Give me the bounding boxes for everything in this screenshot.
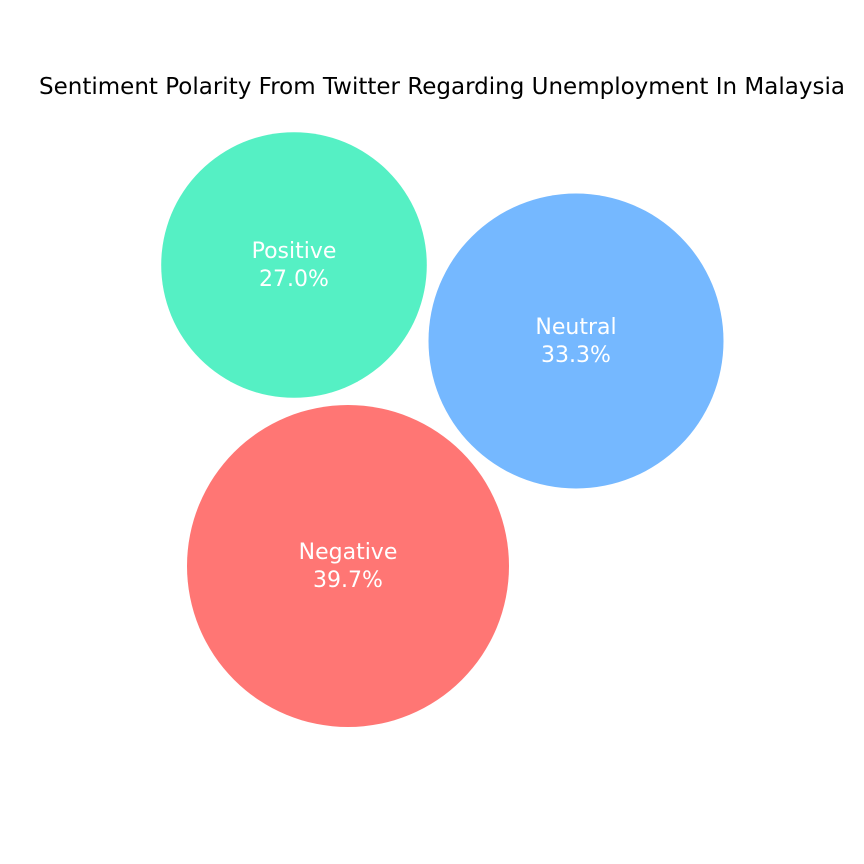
bubble-neutral: [428, 193, 724, 489]
bubble-label-positive: Positive: [252, 239, 337, 264]
bubble-value-positive: 27.0%: [259, 267, 329, 292]
bubble-group: Positive 27.0% Neutral 33.3% Negative 39.7%: [161, 132, 724, 727]
chart-title: Sentiment Polarity From Twitter Regardin…: [39, 74, 845, 100]
bubble-label-neutral: Neutral: [535, 315, 616, 340]
bubble-positive: [161, 132, 427, 398]
bubble-value-neutral: 33.3%: [541, 343, 611, 368]
bubble-value-negative: 39.7%: [313, 568, 383, 593]
bubble-negative: [187, 405, 509, 727]
bubble-label-negative: Negative: [299, 540, 398, 565]
